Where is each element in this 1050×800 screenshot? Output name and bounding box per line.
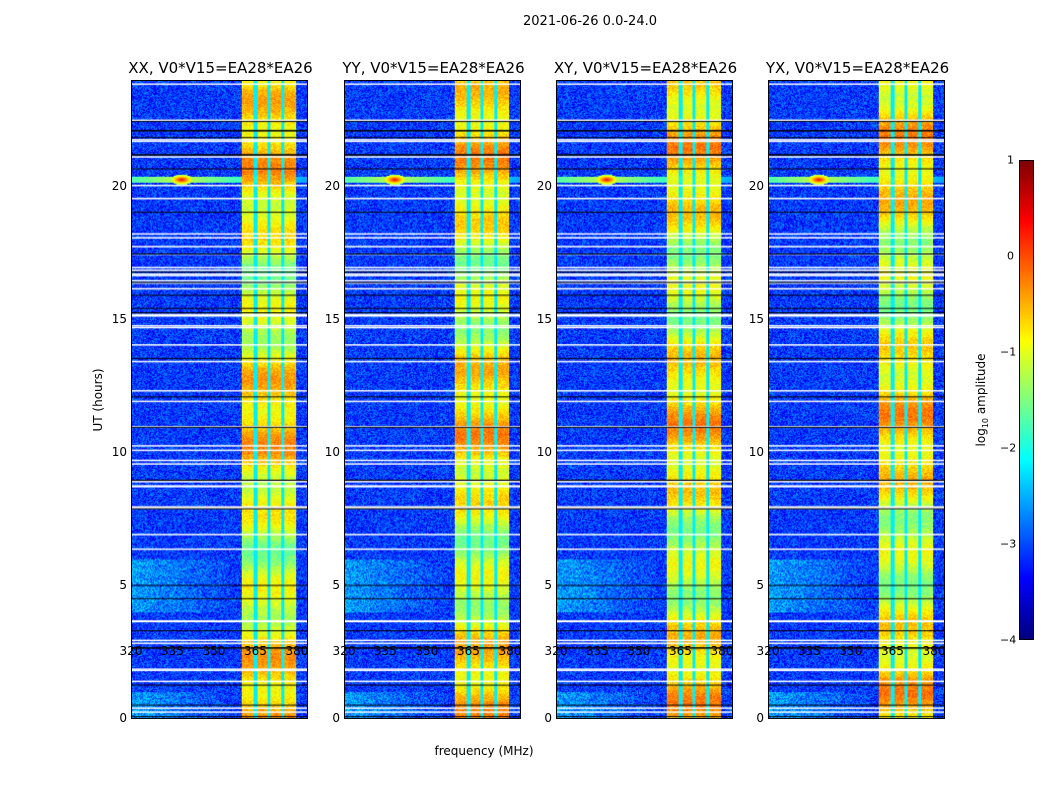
- y-tick-label: 0: [332, 711, 340, 725]
- y-tick-label: 0: [544, 711, 552, 725]
- x-tick-label: 350: [839, 644, 863, 658]
- y-tick-label: 20: [324, 178, 340, 193]
- y-tick-label: 10: [536, 444, 552, 459]
- x-tick-label: 320: [756, 644, 780, 658]
- heatmap-panel-3: XY, V0*V15=EA28*EA26: [554, 59, 737, 719]
- x-tick-label: 380: [498, 644, 522, 658]
- heatmap-panel-2: YY, V0*V15=EA28*EA26: [342, 59, 525, 719]
- panel-title: XX, V0*V15=EA28*EA26: [128, 59, 313, 77]
- x-tick-label: 320: [332, 644, 356, 658]
- x-tick-label: 335: [161, 644, 184, 658]
- y-tick-label: 10: [324, 444, 340, 459]
- y-tick-label: 10: [748, 444, 764, 459]
- y-tick-label: 0: [119, 711, 127, 725]
- x-tick-label: 365: [457, 644, 480, 658]
- x-tick-label: 320: [119, 644, 143, 658]
- y-tick-label: 20: [748, 178, 764, 193]
- x-tick-label: 350: [202, 644, 226, 658]
- y-tick-label: 5: [332, 577, 340, 592]
- x-axis-label: frequency (MHz): [434, 744, 534, 758]
- heatmap-panel-4: YX, V0*V15=EA28*EA26: [766, 59, 949, 719]
- x-tick-label: 365: [669, 644, 692, 658]
- x-tick-label: 335: [586, 644, 609, 658]
- y-tick-label: 15: [111, 311, 127, 326]
- x-tick-label: 380: [710, 644, 734, 658]
- heatmap-panel-1: XX, V0*V15=EA28*EA26: [128, 59, 313, 719]
- x-tick-label: 320: [544, 644, 568, 658]
- x-tick-label: 350: [415, 644, 439, 658]
- colorbar: [1019, 160, 1034, 640]
- x-tick-label: 380: [285, 644, 309, 658]
- y-tick-label: 0: [756, 711, 764, 725]
- x-tick-label: 380: [922, 644, 946, 658]
- colorbar-tick-label: −3: [1000, 537, 1017, 551]
- colorbar-tick-label: 0: [1007, 249, 1014, 263]
- colorbar-tick-label: −4: [1000, 633, 1017, 647]
- heatmap-image: [345, 81, 520, 718]
- y-tick-label: 15: [536, 311, 552, 326]
- y-tick-label: 5: [119, 577, 127, 592]
- colorbar-tick-label: −1: [1000, 345, 1017, 359]
- y-tick-label: 20: [111, 178, 127, 193]
- heatmap-image: [769, 81, 944, 718]
- x-tick-label: 335: [374, 644, 397, 658]
- colorbar-tick-label: 1: [1007, 153, 1014, 167]
- y-tick-label: 20: [536, 178, 552, 193]
- x-tick-label: 365: [244, 644, 267, 658]
- y-tick-label: 5: [756, 577, 764, 592]
- colorbar-tick-label: −2: [1000, 441, 1017, 455]
- colorbar-label: log10 amplitude: [973, 353, 991, 447]
- figure-title: 2021-06-26 0.0-24.0: [523, 14, 657, 29]
- heatmap-image: [557, 81, 732, 718]
- panel-title: YY, V0*V15=EA28*EA26: [342, 59, 525, 77]
- y-tick-label: 5: [544, 577, 552, 592]
- y-tick-label: 15: [748, 311, 764, 326]
- y-tick-label: 10: [111, 444, 127, 459]
- panel-title: YX, V0*V15=EA28*EA26: [765, 59, 950, 77]
- y-axis-label: UT (hours): [91, 368, 105, 432]
- panel-title: XY, V0*V15=EA28*EA26: [553, 59, 738, 77]
- x-tick-label: 350: [627, 644, 651, 658]
- x-tick-label: 365: [881, 644, 904, 658]
- y-tick-label: 15: [324, 311, 340, 326]
- heatmap-image: [132, 81, 307, 718]
- x-tick-label: 335: [798, 644, 821, 658]
